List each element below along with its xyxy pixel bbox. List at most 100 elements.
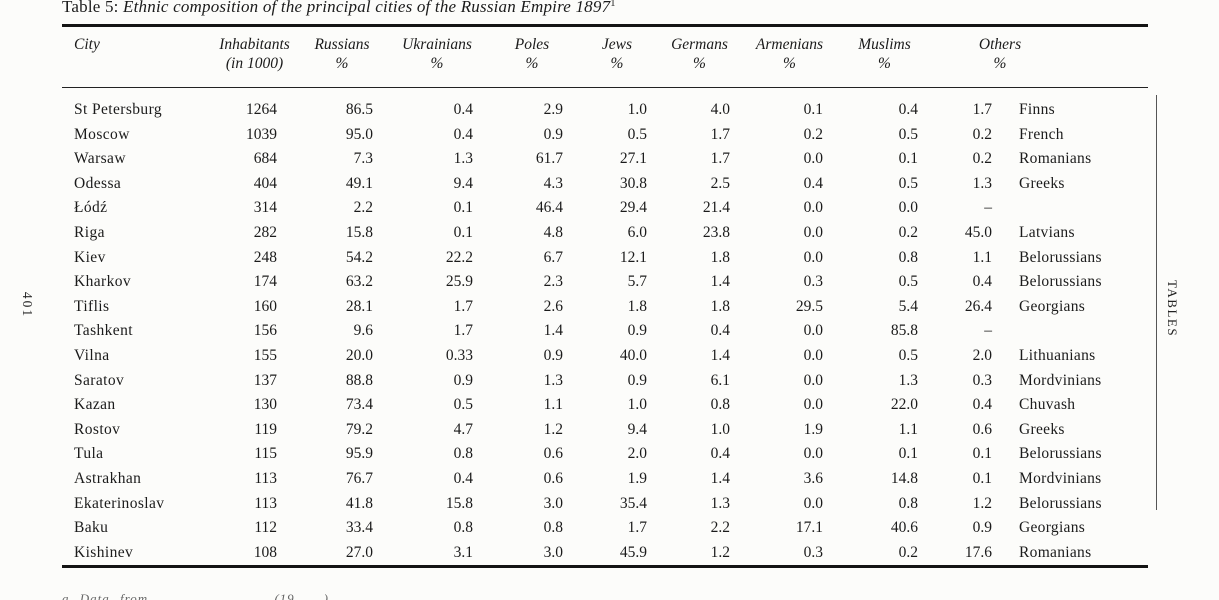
others-pct-cell: 1.7 (972, 101, 992, 118)
table-row: Tiflis 160 28.1 1.7 2.6 1.8 1.8 29.5 5.4 26.4 Geor… (62, 295, 1148, 320)
germans-pct-cell: 1.3 (710, 494, 730, 512)
russians-pct-cell: 49.1 (345, 174, 373, 192)
muslims-pct-cell: 0.5 (898, 125, 918, 143)
column-header-others: Others % (932, 25, 1149, 88)
column-header-russians: Russians % (297, 25, 387, 88)
others-group-cell: Belorussians (1019, 445, 1102, 463)
others-pct-cell: 0.1 (972, 469, 992, 487)
jews-pct-cell: 2.0 (627, 445, 647, 463)
poles-pct-cell: 4.8 (543, 223, 563, 241)
muslims-pct-cell: 0.2 (898, 223, 918, 241)
others-pct-cell: – (984, 322, 992, 340)
others-group-cell: Romanians (1019, 543, 1092, 561)
others-group-cell: Lithuanians (1019, 346, 1096, 364)
city-cell: St Petersburg (74, 101, 163, 118)
footnote-cropped: a Data from . . . . . . . . (19 . .) . .… (62, 591, 373, 600)
inhabitants-cell: 404 (253, 174, 277, 192)
russians-pct-cell: 86.5 (345, 101, 373, 118)
muslims-pct-cell: 0.8 (898, 248, 918, 266)
russians-pct-cell: 95.0 (345, 125, 373, 143)
inhabitants-cell: 155 (253, 346, 277, 364)
others-group-cell: Georgians (1019, 297, 1086, 315)
table-row: Rostov 119 79.2 4.7 1.2 9.4 1.0 1.9 1.1 0.6 Greeks (62, 418, 1148, 443)
jews-pct-cell: 29.4 (619, 199, 647, 217)
ethnic-composition-table: City Inhabitants (in 1000) Russians % Uk… (62, 24, 1149, 569)
inhabitants-cell: 248 (253, 248, 277, 266)
germans-pct-cell: 21.4 (702, 199, 730, 217)
armenians-pct-cell: 0.2 (803, 125, 823, 143)
muslims-pct-cell: 22.0 (890, 396, 918, 414)
russians-pct-cell: 54.2 (345, 248, 373, 266)
ukrainians-pct-cell: 0.4 (453, 125, 473, 143)
others-group-cell: French (1019, 125, 1064, 143)
city-cell: Kazan (74, 396, 116, 414)
germans-pct-cell: 0.4 (710, 445, 730, 463)
poles-pct-cell: 0.9 (543, 346, 563, 364)
russians-pct-cell: 15.8 (345, 223, 373, 241)
inhabitants-cell: 282 (253, 223, 277, 241)
table-row: Saratov 137 88.8 0.9 1.3 0.9 6.1 0.0 1.3 0.3 Mordv… (62, 369, 1148, 394)
ukrainians-pct-cell: 1.7 (453, 297, 473, 315)
table-number-label: Table 5: (62, 0, 124, 16)
page-edge-divider (1156, 95, 1157, 510)
poles-pct-cell: 0.8 (543, 519, 563, 537)
others-group-cell (1007, 196, 1148, 221)
city-cell: Tula (74, 445, 104, 463)
table-row: St Petersburg 1264 86.5 0.4 2.9 1.0 4.0 0.1 0.4 1… (62, 88, 1148, 123)
germans-pct-cell: 1.2 (710, 543, 730, 561)
russians-pct-cell: 33.4 (345, 519, 373, 537)
table-row: Kazan 130 73.4 0.5 1.1 1.0 0.8 0.0 22.0 0.4 Chuvas… (62, 393, 1148, 418)
jews-pct-cell: 9.4 (627, 420, 647, 438)
table-row: Ekaterinoslav 113 41.8 15.8 3.0 35.4 1.3 0.0 0.8… (62, 492, 1148, 517)
muslims-pct-cell: 0.1 (898, 445, 918, 463)
city-cell: Warsaw (74, 150, 126, 168)
table-row: Astrakhan 113 76.7 0.4 0.6 1.9 1.4 3.6 14.8 0.1 Mo… (62, 467, 1148, 492)
table-title: Table 5: Ethnic composition of the princ… (62, 0, 616, 17)
poles-pct-cell: 3.0 (543, 543, 563, 561)
city-cell: Saratov (74, 371, 125, 389)
armenians-pct-cell: 0.0 (803, 494, 823, 512)
inhabitants-cell: 156 (253, 322, 277, 340)
city-cell: Rostov (74, 420, 121, 438)
armenians-pct-cell: 0.4 (803, 174, 823, 192)
muslims-pct-cell: 0.8 (898, 494, 918, 512)
others-group-cell: Georgians (1019, 519, 1086, 537)
muslims-pct-cell: 40.6 (890, 519, 918, 537)
russians-pct-cell: 9.6 (353, 322, 373, 340)
jews-pct-cell: 45.9 (619, 543, 647, 561)
germans-pct-cell: 0.4 (710, 322, 730, 340)
armenians-pct-cell: 0.3 (803, 543, 823, 561)
others-group-cell: Belorussians (1019, 273, 1102, 291)
inhabitants-cell: 108 (253, 543, 277, 561)
others-pct-cell: 0.1 (972, 445, 992, 463)
city-cell: Łódź (74, 199, 108, 217)
others-pct-cell: 45.0 (964, 223, 992, 241)
russians-pct-cell: 20.0 (345, 346, 373, 364)
others-pct-cell: 26.4 (964, 297, 992, 315)
armenians-pct-cell: 3.6 (803, 469, 823, 487)
table-row: Odessa 404 49.1 9.4 4.3 30.8 2.5 0.4 0.5 1.3 Greek… (62, 172, 1148, 197)
city-cell: Vilna (74, 346, 110, 364)
muslims-pct-cell: 0.4 (898, 101, 918, 118)
germans-pct-cell: 23.8 (702, 223, 730, 241)
germans-pct-cell: 1.8 (710, 248, 730, 266)
armenians-pct-cell: 0.0 (803, 150, 823, 168)
russians-pct-cell: 2.2 (353, 199, 373, 217)
germans-pct-cell: 0.8 (710, 396, 730, 414)
inhabitants-cell: 113 (254, 469, 277, 487)
jews-pct-cell: 12.1 (619, 248, 647, 266)
table-row: Baku 112 33.4 0.8 0.8 1.7 2.2 17.1 40.6 0.9 Georgi… (62, 516, 1148, 541)
russians-pct-cell: 27.0 (345, 543, 373, 561)
armenians-pct-cell: 1.9 (803, 420, 823, 438)
running-head-tables: TABLES (1165, 280, 1180, 338)
column-header-inhabitants: Inhabitants (in 1000) (212, 25, 297, 88)
jews-pct-cell: 30.8 (619, 174, 647, 192)
table-row: Moscow 1039 95.0 0.4 0.9 0.5 1.7 0.2 0.5 0.2 Frenc… (62, 123, 1148, 148)
russians-pct-cell: 73.4 (345, 396, 373, 414)
table-row: Kishinev 108 27.0 3.1 3.0 45.9 1.2 0.3 0.2 17.6 Ro… (62, 541, 1148, 567)
table-row: Kharkov 174 63.2 25.9 2.3 5.7 1.4 0.3 0.5 0.4 Belo… (62, 270, 1148, 295)
table-title-text: Ethnic composition of the principal citi… (123, 0, 611, 16)
city-cell: Kishinev (74, 543, 134, 561)
ukrainians-pct-cell: 3.1 (453, 543, 473, 561)
others-pct-cell: 1.2 (972, 494, 992, 512)
